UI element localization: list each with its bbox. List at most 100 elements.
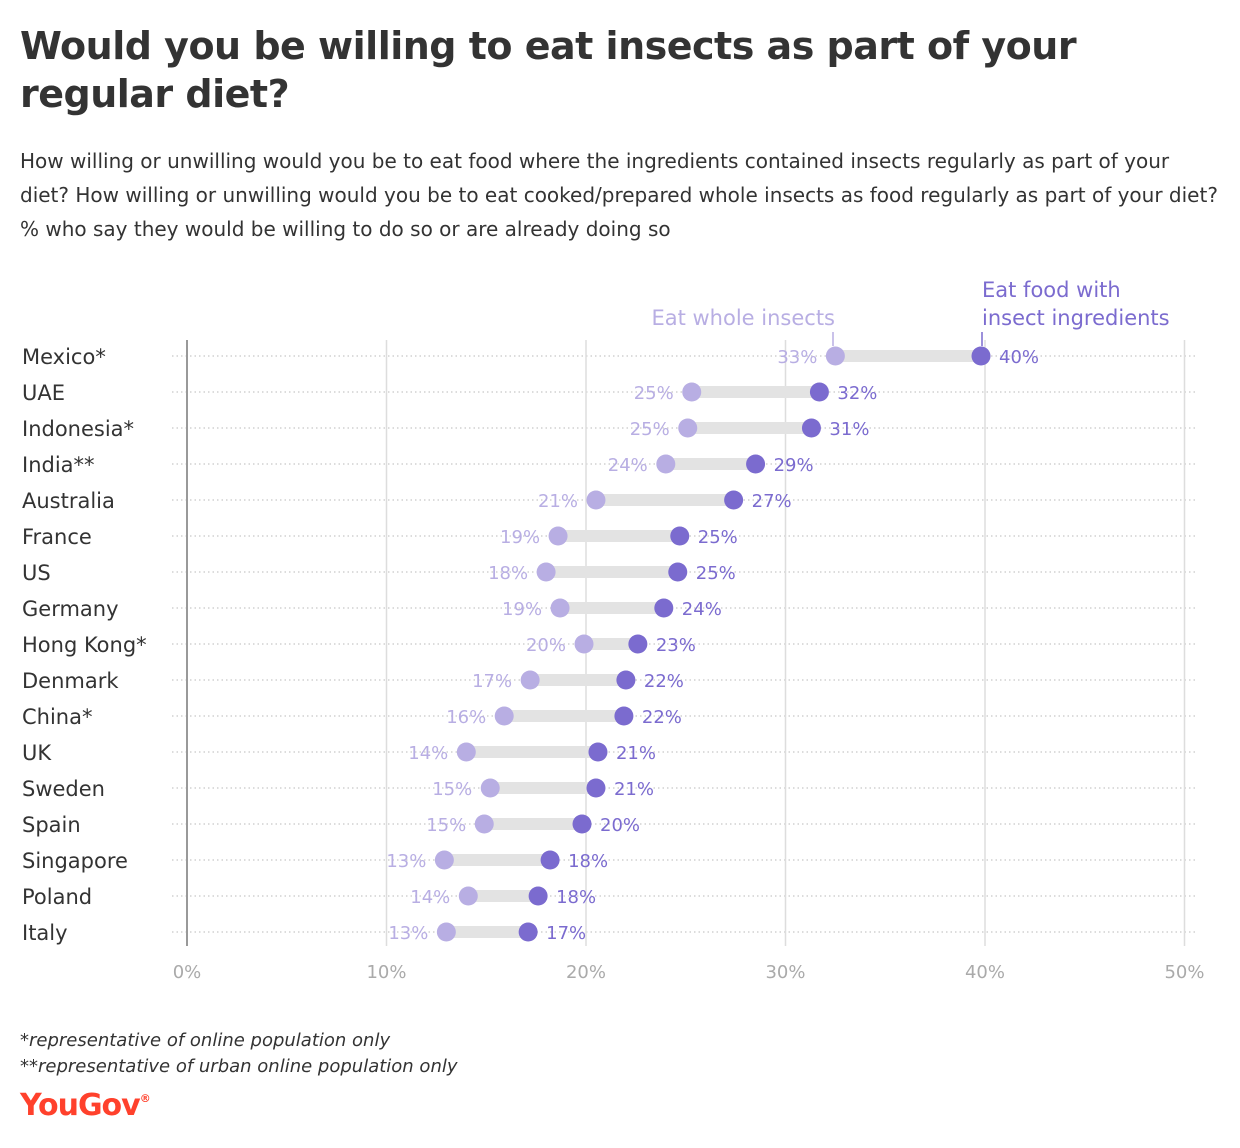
footnote-urban-online: **representative of urban online populat… — [20, 1056, 458, 1077]
insect-ingredients-value-label: 31% — [829, 419, 869, 440]
whole-insects-dot — [574, 634, 594, 654]
x-tick-label: 30% — [765, 962, 805, 983]
insect-ingredients-dot — [746, 454, 766, 474]
insect-ingredients-dot — [528, 886, 548, 906]
insect-ingredients-dot — [801, 418, 821, 438]
legend: Eat whole insects Eat food with insect i… — [651, 278, 1170, 346]
insect-ingredients-value-label: 21% — [614, 779, 654, 800]
whole-insects-dot — [682, 382, 702, 402]
insect-ingredients-value-label: 29% — [774, 455, 814, 476]
insect-ingredients-value-label: 32% — [837, 383, 877, 404]
whole-insects-dot — [436, 922, 456, 942]
whole-insects-dot — [536, 562, 556, 582]
country-label: Mexico* — [22, 345, 106, 369]
whole-insects-value-label: 18% — [488, 563, 528, 584]
insect-ingredients-dot — [670, 526, 690, 546]
country-label: Sweden — [22, 777, 105, 801]
legend-whole-insects: Eat whole insects — [651, 306, 835, 330]
insect-ingredients-value-label: 18% — [556, 887, 596, 908]
whole-insects-value-label: 16% — [446, 707, 486, 728]
insect-ingredients-dot — [809, 382, 829, 402]
insect-ingredients-dot — [586, 778, 606, 798]
insect-ingredients-dot — [588, 742, 608, 762]
insect-ingredients-dot — [614, 706, 634, 726]
x-tick-label: 10% — [366, 962, 406, 983]
whole-insects-value-label: 14% — [410, 887, 450, 908]
country-label: Hong Kong* — [22, 633, 147, 657]
country-label: UAE — [22, 381, 65, 405]
insect-ingredients-value-label: 21% — [616, 743, 656, 764]
whole-insects-value-label: 19% — [500, 527, 540, 548]
whole-insects-value-label: 24% — [608, 455, 648, 476]
whole-insects-value-label: 14% — [408, 743, 448, 764]
insect-ingredients-value-label: 22% — [644, 671, 684, 692]
whole-insects-dot — [678, 418, 698, 438]
whole-insects-dot — [434, 850, 454, 870]
dumbbell-chart: 0% 10% 20% 30% 40% 50% Mexico* 33% 40% UAE 25% 32%… — [22, 278, 1205, 983]
insect-ingredients-value-label: 23% — [656, 635, 696, 656]
whole-insects-value-label: 25% — [634, 383, 674, 404]
whole-insects-dot — [825, 346, 845, 366]
chart-title: Would you be willing to eat insects as p… — [20, 24, 1077, 116]
whole-insects-dot — [656, 454, 676, 474]
footnote-online: *representative of online population onl… — [20, 1030, 391, 1051]
whole-insects-value-label: 13% — [386, 851, 426, 872]
insect-ingredients-dot — [654, 598, 674, 618]
country-label: China* — [22, 705, 93, 729]
label-layer: Mexico* 33% 40% UAE 25% 32% Indonesia* 25% 31% In… — [22, 345, 1039, 945]
whole-insects-dot — [520, 670, 540, 690]
yougov-wordmark: YouGov — [20, 1088, 141, 1123]
insect-ingredients-dot — [572, 814, 592, 834]
whole-insects-dot — [550, 598, 570, 618]
whole-insects-dot — [480, 778, 500, 798]
insect-ingredients-dot — [724, 490, 744, 510]
legend-ingredients-line2: insect ingredients — [982, 306, 1170, 330]
connector-layer — [444, 350, 982, 938]
yougov-logo[interactable]: YouGov® — [20, 1088, 151, 1123]
insect-ingredients-dot — [668, 562, 688, 582]
dot-layer — [434, 346, 991, 942]
x-tick-label: 50% — [1164, 962, 1204, 983]
insect-ingredients-dot — [628, 634, 648, 654]
country-label: France — [22, 525, 92, 549]
insect-ingredients-value-label: 25% — [698, 527, 738, 548]
country-label: Indonesia* — [22, 417, 134, 441]
whole-insects-dot — [548, 526, 568, 546]
x-tick-label: 20% — [566, 962, 606, 983]
whole-insects-dot — [474, 814, 494, 834]
country-label: Spain — [22, 813, 81, 837]
country-label: Australia — [22, 489, 115, 513]
country-label: Poland — [22, 885, 92, 909]
insect-ingredients-value-label: 20% — [600, 815, 640, 836]
insect-ingredients-dot — [971, 346, 991, 366]
whole-insects-dot — [586, 490, 606, 510]
whole-insects-value-label: 15% — [432, 779, 472, 800]
whole-insects-value-label: 25% — [630, 419, 670, 440]
insect-ingredients-dot — [540, 850, 560, 870]
insect-ingredients-value-label: 17% — [546, 923, 586, 944]
country-label: US — [22, 561, 51, 585]
whole-insects-value-label: 15% — [426, 815, 466, 836]
legend-ingredients-line1: Eat food with — [982, 278, 1121, 302]
country-label: Denmark — [22, 669, 119, 693]
insect-ingredients-value-label: 40% — [999, 347, 1039, 368]
whole-insects-value-label: 13% — [388, 923, 428, 944]
insect-ingredients-value-label: 27% — [752, 491, 792, 512]
whole-insects-dot — [456, 742, 476, 762]
whole-insects-value-label: 20% — [526, 635, 566, 656]
insect-ingredients-value-label: 24% — [682, 599, 722, 620]
whole-insects-dot — [458, 886, 478, 906]
insect-ingredients-value-label: 25% — [696, 563, 736, 584]
country-label: Germany — [22, 597, 119, 621]
whole-insects-value-label: 17% — [472, 671, 512, 692]
country-label: Singapore — [22, 849, 128, 873]
insect-ingredients-dot — [518, 922, 538, 942]
country-label: Italy — [22, 921, 68, 945]
chart-subtitle: How willing or unwilling would you be to… — [20, 149, 1218, 241]
x-tick-label: 0% — [173, 962, 202, 983]
x-tick-label: 40% — [965, 962, 1005, 983]
country-label: India** — [22, 453, 95, 477]
insect-ingredients-dot — [616, 670, 636, 690]
country-label: UK — [22, 741, 52, 765]
whole-insects-value-label: 21% — [538, 491, 578, 512]
